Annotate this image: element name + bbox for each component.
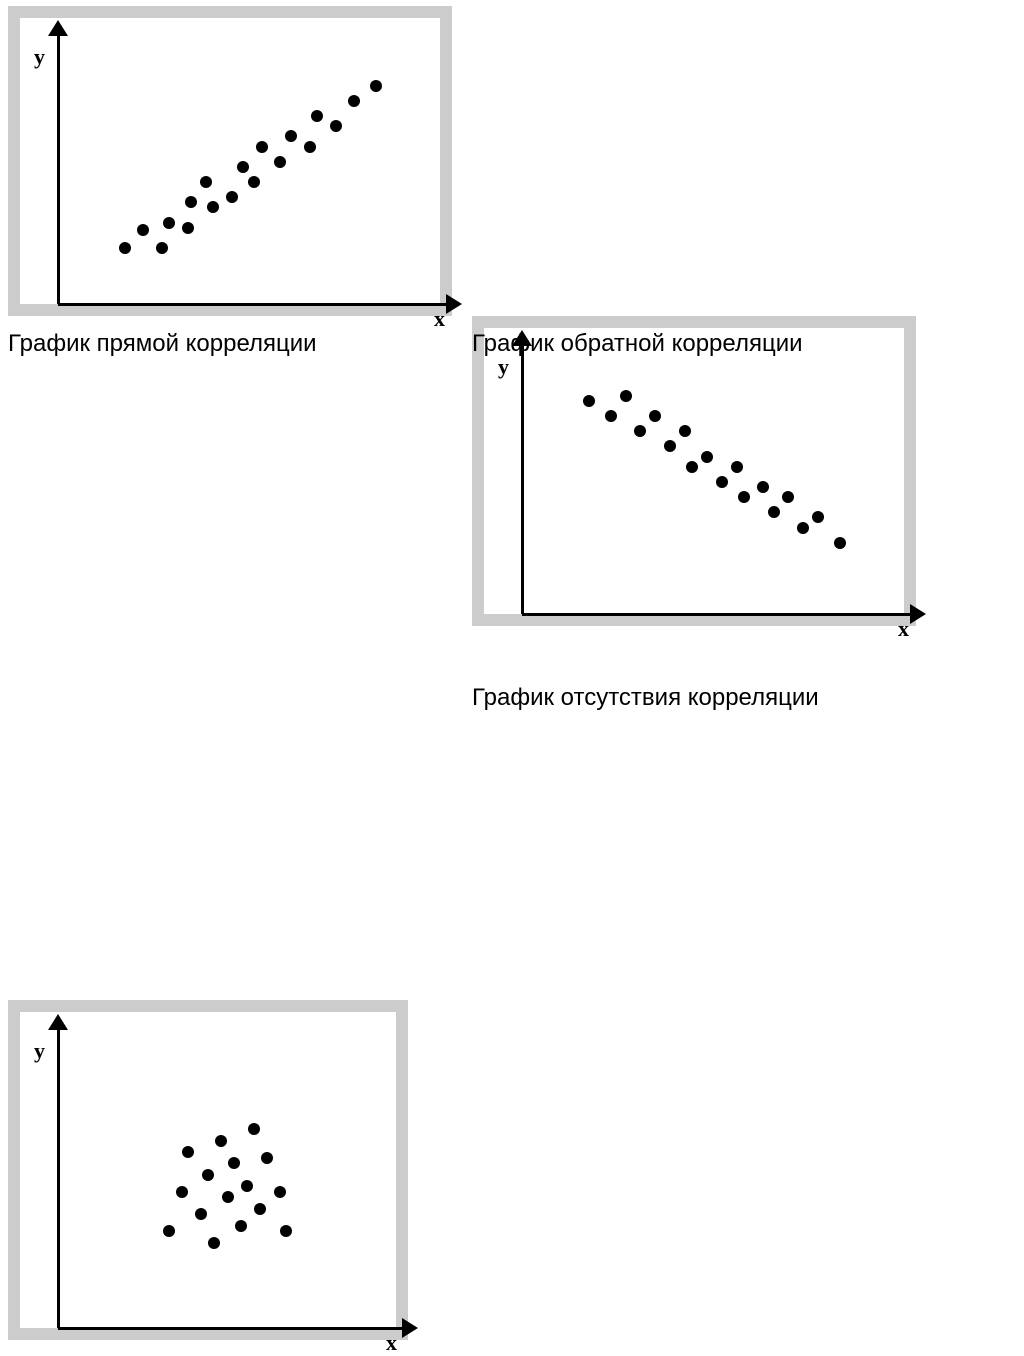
data-point <box>202 1169 214 1181</box>
data-point <box>330 120 342 132</box>
x-axis <box>522 613 912 616</box>
data-point <box>834 537 846 549</box>
data-point <box>119 242 131 254</box>
data-point <box>163 1225 175 1237</box>
data-point <box>679 425 691 437</box>
data-point <box>311 110 323 122</box>
data-point <box>182 222 194 234</box>
data-point <box>215 1135 227 1147</box>
data-point <box>285 130 297 142</box>
data-point <box>620 390 632 402</box>
data-point <box>228 1157 240 1169</box>
x-axis-label: x <box>434 306 445 332</box>
data-point <box>182 1146 194 1158</box>
y-axis-arrow <box>48 20 68 36</box>
data-point <box>195 1208 207 1220</box>
y-axis <box>521 340 524 614</box>
data-point <box>226 191 238 203</box>
plot-frame-positive: yx <box>8 6 452 316</box>
y-axis-label: y <box>34 1038 45 1064</box>
page-root: yxГрафик прямой корреляцииyxГрафик обрат… <box>0 0 1024 767</box>
data-point <box>274 1186 286 1198</box>
data-point <box>237 161 249 173</box>
data-point <box>304 141 316 153</box>
data-point <box>716 476 728 488</box>
data-point <box>254 1203 266 1215</box>
x-axis <box>58 303 448 306</box>
data-point <box>176 1186 188 1198</box>
plot-area-none: yx <box>20 1012 396 1328</box>
y-axis-arrow <box>48 1014 68 1030</box>
x-axis <box>58 1327 404 1330</box>
data-point <box>248 1123 260 1135</box>
caption-none: График отсутствия корреляции <box>472 684 819 712</box>
x-axis-label: x <box>386 1330 397 1356</box>
caption-negative: График обратной корреляции <box>472 330 803 358</box>
x-axis-arrow <box>446 294 462 314</box>
x-axis-label: x <box>898 616 909 642</box>
data-point <box>731 461 743 473</box>
data-point <box>782 491 794 503</box>
data-point <box>261 1152 273 1164</box>
data-point <box>757 481 769 493</box>
x-axis-arrow <box>910 604 926 624</box>
data-point <box>200 176 212 188</box>
data-point <box>137 224 149 236</box>
data-point <box>274 156 286 168</box>
plot-frame-none: yx <box>8 1000 408 1340</box>
y-axis-label: y <box>34 44 45 70</box>
data-point <box>738 491 750 503</box>
data-point <box>605 410 617 422</box>
plot-area-negative: yx <box>484 328 904 614</box>
data-point <box>583 395 595 407</box>
data-point <box>156 242 168 254</box>
data-point <box>701 451 713 463</box>
data-point <box>649 410 661 422</box>
data-point <box>686 461 698 473</box>
data-point <box>241 1180 253 1192</box>
data-point <box>248 176 260 188</box>
y-axis <box>57 1024 60 1328</box>
data-point <box>235 1220 247 1232</box>
data-point <box>222 1191 234 1203</box>
y-axis <box>57 30 60 304</box>
x-axis-arrow <box>402 1318 418 1338</box>
plot-area-positive: yx <box>20 18 440 304</box>
data-point <box>256 141 268 153</box>
data-point <box>797 522 809 534</box>
data-point <box>370 80 382 92</box>
data-point <box>634 425 646 437</box>
caption-positive: График прямой корреляции <box>8 330 317 358</box>
data-point <box>207 201 219 213</box>
data-point <box>664 440 676 452</box>
data-point <box>185 196 197 208</box>
data-point <box>163 217 175 229</box>
data-point <box>812 511 824 523</box>
data-point <box>280 1225 292 1237</box>
data-point <box>208 1237 220 1249</box>
plot-frame-negative: yx <box>472 316 916 626</box>
data-point <box>348 95 360 107</box>
data-point <box>768 506 780 518</box>
